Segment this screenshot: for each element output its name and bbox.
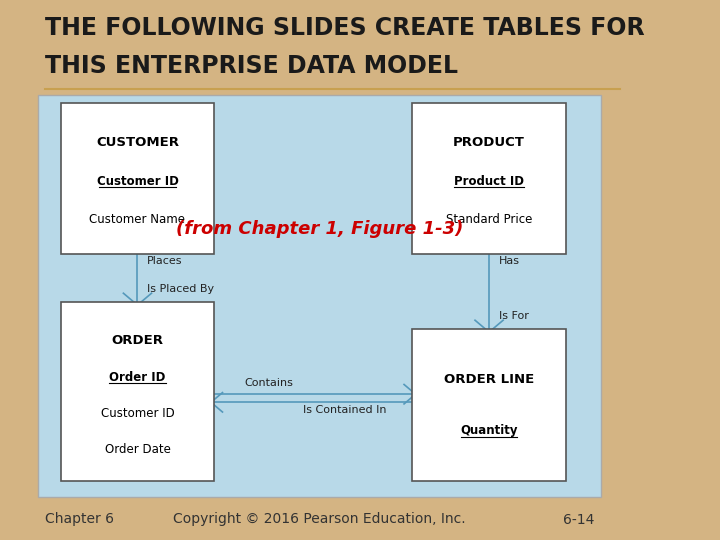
Text: CUSTOMER: CUSTOMER — [96, 136, 179, 149]
Text: (from Chapter 1, Figure 1-3): (from Chapter 1, Figure 1-3) — [176, 220, 464, 239]
Text: ORDER LINE: ORDER LINE — [444, 374, 534, 387]
Text: Contains: Contains — [244, 377, 293, 388]
Text: PRODUCT: PRODUCT — [453, 136, 525, 149]
Text: Customer ID: Customer ID — [96, 174, 179, 187]
FancyBboxPatch shape — [413, 103, 566, 254]
Text: Product ID: Product ID — [454, 174, 524, 187]
Text: Quantity: Quantity — [460, 424, 518, 437]
Text: Has: Has — [499, 256, 520, 267]
Text: 6-14: 6-14 — [563, 512, 595, 526]
Text: Order ID: Order ID — [109, 371, 166, 384]
Text: Is Placed By: Is Placed By — [147, 284, 214, 294]
Text: THE FOLLOWING SLIDES CREATE TABLES FOR: THE FOLLOWING SLIDES CREATE TABLES FOR — [45, 16, 644, 40]
FancyBboxPatch shape — [413, 329, 566, 481]
Text: Copyright © 2016 Pearson Education, Inc.: Copyright © 2016 Pearson Education, Inc. — [174, 512, 466, 526]
Text: Is Contained In: Is Contained In — [304, 405, 387, 415]
FancyBboxPatch shape — [60, 103, 214, 254]
FancyBboxPatch shape — [38, 94, 601, 497]
Text: THIS ENTERPRISE DATA MODEL: THIS ENTERPRISE DATA MODEL — [45, 54, 458, 78]
Text: Customer ID: Customer ID — [101, 407, 174, 420]
Text: Customer Name: Customer Name — [89, 213, 186, 226]
Text: Standard Price: Standard Price — [446, 213, 532, 226]
Text: ORDER: ORDER — [112, 334, 163, 347]
Text: Places: Places — [147, 256, 183, 267]
Text: Order Date: Order Date — [104, 443, 171, 456]
Text: Is For: Is For — [499, 311, 528, 321]
Text: Chapter 6: Chapter 6 — [45, 512, 114, 526]
FancyBboxPatch shape — [60, 302, 214, 481]
